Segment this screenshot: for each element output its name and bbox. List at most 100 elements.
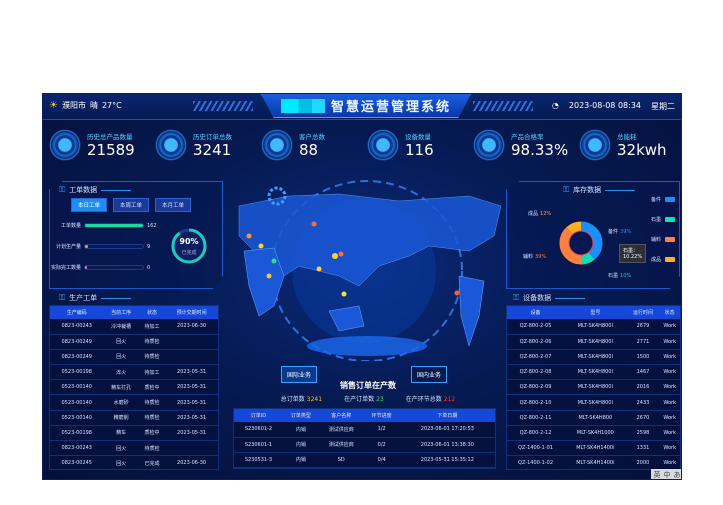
international-business-button[interactable]: 国际业务 xyxy=(281,366,318,383)
bar-fill xyxy=(85,245,89,248)
column-header: 订单类型 xyxy=(282,409,319,422)
table-row[interactable]: QZ-800-2-12 MLT-SK4H1000 2598 Work xyxy=(507,425,680,442)
donut-inner-ring xyxy=(567,229,595,257)
legend-swatch xyxy=(665,197,675,202)
kpi-value: 3241 xyxy=(193,141,232,159)
equipment-title: ⚿ 设备数据 xyxy=(513,293,586,303)
table-cell: 1/2 xyxy=(363,422,400,438)
table-cell: MLT-SK4H1400i xyxy=(564,440,627,457)
kpi-label: 设备数量 xyxy=(405,133,431,141)
table-cell: 0823-00249 xyxy=(50,334,104,350)
table-row[interactable]: 0823-00249 回火 待质检 xyxy=(50,349,218,366)
table-cell: 2023-06-30 xyxy=(165,319,218,335)
slice-name: 成品 xyxy=(528,211,539,217)
table-row[interactable]: QZ-800-2-10 MLT-SK4H800I 2433 Work xyxy=(507,394,680,411)
kpi-text: 历史总产品数量 21589 xyxy=(87,131,135,159)
table-row[interactable]: QZ-800-2-11 MLT-SK4H800 2670 Work xyxy=(507,410,680,426)
table-row[interactable]: 0523-00140 精磨削 待质检 2023-05-31 xyxy=(50,410,218,426)
ime-mode[interactable]: 英 xyxy=(653,471,661,479)
table-header: 生产编码 当前工序 状态 预计交期时间 xyxy=(50,306,218,319)
table-row[interactable]: 0523-00198 精车 质检中 2023-05-31 xyxy=(50,425,218,442)
ime-toolbar[interactable]: 英中あ xyxy=(651,469,681,479)
donut-label: 石墨 10% xyxy=(608,272,631,279)
table-cell: Work xyxy=(659,319,680,335)
legend-item[interactable]: 备件 xyxy=(643,196,675,203)
domestic-business-button[interactable]: 国内业务 xyxy=(411,366,448,383)
ime-mode[interactable]: 中 xyxy=(663,471,671,479)
work-order-tab[interactable]: 本日工单 xyxy=(71,198,108,212)
column-header: 当前工序 xyxy=(103,306,139,319)
table-row[interactable]: QZ-800-2-09 MLT-SK4H800I 2016 Work xyxy=(507,379,680,396)
slice-name: 石墨 xyxy=(608,273,619,279)
donut-label: 备件 39% xyxy=(608,228,631,235)
table-cell: MLT-SK4H800I xyxy=(564,379,627,396)
table-cell: 0523-00140 xyxy=(50,394,104,411)
donut-slice[interactable] xyxy=(559,221,603,265)
table-row[interactable]: 0823-00243 冷冲裁槽 待加工 2023-06-30 xyxy=(50,319,218,335)
table-row[interactable]: S230601-1 内销 测试供应商 0/2 2023-06-01 13:38:30 xyxy=(234,437,495,453)
legend-item[interactable]: 石墨 xyxy=(643,216,675,223)
table-cell: 1467 xyxy=(626,364,660,381)
ime-mode[interactable]: あ xyxy=(673,471,681,479)
world-map[interactable] xyxy=(229,176,504,362)
table-cell: 回火 xyxy=(103,455,139,469)
work-order-bar: 实际完工数量 0 xyxy=(51,264,157,272)
key-icon: ⚿ xyxy=(59,185,66,194)
stat-value: 23 xyxy=(376,396,384,403)
kpi-orb-icon xyxy=(49,129,81,161)
equipment-table: 设备 型号 运行时间 状态 QZ-800-2-05 MLT-SK4H800I 2679 Wor… xyxy=(506,305,681,470)
city: 濮阳市 xyxy=(61,101,86,110)
work-order-tab[interactable]: 本周工单 xyxy=(113,198,150,212)
table-cell: QZ-800-2-06 xyxy=(507,334,565,350)
table-row[interactable]: 0823-00243 回火 待质检 xyxy=(50,440,218,457)
column-header: 设备 xyxy=(507,306,565,319)
table-row[interactable]: S230601-2 内销 测试供应商 1/2 2023-06-01 17:20:53 xyxy=(234,422,495,438)
table-cell: Work xyxy=(659,334,680,350)
table-row[interactable]: 0523-00140 精车打孔 质检中 2023-05-31 xyxy=(50,379,218,396)
table-cell: QZ-1400-1-01 xyxy=(507,440,565,457)
table-row[interactable]: QZ-800-2-07 MLT-SK4H800I 1500 Work xyxy=(507,349,680,366)
table-cell: QZ-800-2-11 xyxy=(507,410,565,426)
table-row[interactable]: QZ-1400-1-01 MLT-SK4H1400i 1331 Work xyxy=(507,440,680,457)
table-cell: 2000 xyxy=(626,455,660,469)
kpi-text: 总能耗 32kwh xyxy=(617,131,667,159)
table-cell: QZ-800-2-07 xyxy=(507,349,565,366)
kpi-orb-icon xyxy=(367,129,399,161)
table-cell: QZ-800-2-09 xyxy=(507,379,565,396)
tooltip-name: 石墨： xyxy=(623,248,639,254)
table-row[interactable]: QZ-800-2-06 MLT-SK4H800I 2771 Work xyxy=(507,334,680,350)
table-cell: 冷冲裁槽 xyxy=(103,319,139,335)
kpi-text: 产品合格率 98.33% xyxy=(511,131,568,159)
table-row[interactable]: 0823-00249 回火 待质检 xyxy=(50,334,218,350)
bar-label: 实际完工数量 xyxy=(51,265,82,271)
legend-item[interactable]: 成品 xyxy=(643,256,675,263)
table-row[interactable]: QZ-800-2-05 MLT-SK4H800I 2679 Work xyxy=(507,319,680,335)
table-cell: QZ-800-2-05 xyxy=(507,319,565,335)
slice-percent: 39% xyxy=(620,229,632,235)
kpi-orb-icon xyxy=(473,129,505,161)
table-cell: S230601-1 xyxy=(234,437,283,453)
kpi-orb-icon xyxy=(261,129,293,161)
table-cell: 内销 xyxy=(282,422,319,438)
decor-stripes xyxy=(473,101,533,111)
table-cell: SD xyxy=(318,452,364,468)
table-cell: 回火 xyxy=(103,349,139,366)
table-row[interactable]: 0523-00198 淬火 待加工 2023-05-31 xyxy=(50,364,218,381)
column-header: 状态 xyxy=(138,306,166,319)
table-cell: 2023-06-30 xyxy=(165,455,218,469)
legend-swatch xyxy=(665,237,675,242)
decor-stripes xyxy=(193,101,253,111)
table-cell: 2023-05-31 xyxy=(165,410,218,426)
legend-swatch xyxy=(665,257,675,262)
table-row[interactable]: 0523-00140 水磨砂 待质检 2023-05-31 xyxy=(50,394,218,411)
legend-item[interactable]: 辅料 xyxy=(643,236,675,243)
table-row[interactable]: S230531-3 内销 SD 0/4 2023-05-31 15:35:12 xyxy=(234,452,495,468)
table-row[interactable]: 0823-00245 回火 已完成 2023-06-30 xyxy=(50,455,218,469)
table-row[interactable]: QZ-800-2-08 MLT-SK4H800I 1467 Work xyxy=(507,364,680,381)
kpi-card: 客户总数 88 xyxy=(261,124,367,166)
donut-slice[interactable] xyxy=(559,221,603,265)
inventory-donut[interactable] xyxy=(558,220,604,266)
work-order-tab[interactable]: 本月工单 xyxy=(155,198,192,212)
table-cell: MLT-SK4H800 xyxy=(564,410,627,426)
table-row[interactable]: QZ-1400-1-02 MLT-SK4H1400i 2000 Work xyxy=(507,455,680,469)
